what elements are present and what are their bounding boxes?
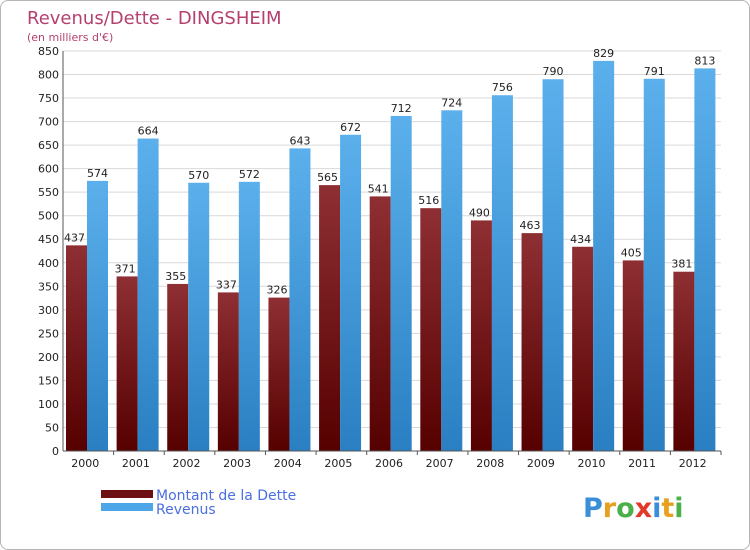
data-label: 643 xyxy=(289,134,310,147)
x-tick-label: 2010 xyxy=(577,457,605,470)
bar-revenus xyxy=(491,95,513,451)
bar-revenus xyxy=(593,60,615,451)
x-tick-label: 2006 xyxy=(375,457,403,470)
bar-revenus xyxy=(441,110,463,451)
x-tick-label: 2004 xyxy=(274,457,302,470)
data-label: 572 xyxy=(239,168,260,181)
y-tick-label: 300 xyxy=(38,304,59,317)
data-label: 355 xyxy=(165,270,186,283)
data-label: 541 xyxy=(368,182,389,195)
x-tick-label: 2008 xyxy=(476,457,504,470)
bar-debt xyxy=(369,196,391,451)
legend-label-revenus: Revenus xyxy=(156,502,216,518)
bar-revenus xyxy=(289,148,311,452)
bar-debt xyxy=(673,271,695,451)
data-label: 724 xyxy=(441,96,462,109)
y-tick-label: 200 xyxy=(38,351,59,364)
bar-debt xyxy=(66,245,87,451)
x-tick-label: 2005 xyxy=(324,457,352,470)
bar-debt xyxy=(319,185,341,451)
chart-subtitle: (en milliers d'€) xyxy=(27,31,113,44)
bars: 437 574 371 664 355 570 337 572 326 643 565 672 541 7… xyxy=(64,47,716,452)
data-label: 434 xyxy=(570,233,591,246)
data-label: 516 xyxy=(418,194,439,207)
data-label: 813 xyxy=(694,54,715,67)
data-label: 565 xyxy=(317,171,338,184)
data-label: 829 xyxy=(593,47,614,60)
y-tick-label: 700 xyxy=(38,116,59,129)
data-label: 791 xyxy=(644,65,665,78)
data-label: 405 xyxy=(621,246,642,259)
data-label: 574 xyxy=(87,167,108,180)
bar-revenus xyxy=(390,115,412,452)
bar-debt xyxy=(521,233,543,451)
y-tick-label: 850 xyxy=(38,45,59,58)
x-tick-label: 2011 xyxy=(628,457,656,470)
bar-revenus xyxy=(137,138,159,451)
y-tick-label: 400 xyxy=(38,257,59,270)
y-tick-label: 500 xyxy=(38,210,59,223)
data-label: 790 xyxy=(543,65,564,78)
x-tick-label: 2012 xyxy=(679,457,707,470)
data-label: 326 xyxy=(266,284,287,297)
bar-debt xyxy=(116,276,138,451)
bar-debt xyxy=(268,297,290,451)
bar-revenus xyxy=(694,68,716,451)
legend-swatch-debt xyxy=(101,490,153,498)
x-tick-label: 2007 xyxy=(426,457,454,470)
y-tick-label: 250 xyxy=(38,327,59,340)
chart-title: Revenus/Dette - DINGSHEIM xyxy=(27,8,282,29)
y-tick-label: 100 xyxy=(38,398,59,411)
data-label: 371 xyxy=(115,262,136,275)
data-label: 381 xyxy=(671,258,692,271)
x-tick-label: 2000 xyxy=(71,457,99,470)
y-tick-label: 800 xyxy=(38,69,59,82)
axes: 0 50 100 150 200 250 300 350 400 450 500 550 600 650 7… xyxy=(38,45,722,470)
y-tick-label: 600 xyxy=(38,163,59,176)
x-tick-label: 2002 xyxy=(173,457,201,470)
data-label: 490 xyxy=(469,206,490,219)
bar-debt xyxy=(420,208,442,451)
legend-swatch-revenus xyxy=(101,503,153,511)
bar-revenus xyxy=(87,180,108,451)
y-tick-label: 650 xyxy=(38,139,59,152)
bar-debt xyxy=(167,283,189,451)
data-label: 463 xyxy=(520,219,541,232)
x-tick-label: 2009 xyxy=(527,457,555,470)
data-label: 664 xyxy=(138,125,159,138)
data-label: 672 xyxy=(340,121,361,134)
y-tick-label: 350 xyxy=(38,280,59,293)
proxiti-logo: Proxiti xyxy=(583,493,684,524)
data-label: 337 xyxy=(216,278,237,291)
data-label: 570 xyxy=(188,169,209,182)
bar-debt xyxy=(622,260,644,451)
legend-label-debt: Montant de la Dette xyxy=(156,488,296,504)
bar-revenus xyxy=(340,134,362,451)
bar-revenus xyxy=(188,182,210,451)
bar-revenus xyxy=(542,79,564,451)
y-tick-label: 450 xyxy=(38,233,59,246)
bar-debt xyxy=(217,292,239,451)
legend: Montant de la Dette Revenus xyxy=(101,488,296,518)
bar-revenus xyxy=(643,78,665,451)
y-tick-label: 150 xyxy=(38,374,59,387)
y-tick-label: 0 xyxy=(52,445,59,458)
bar-debt xyxy=(572,246,594,451)
x-tick-label: 2001 xyxy=(122,457,150,470)
data-label: 756 xyxy=(492,81,513,94)
y-tick-label: 50 xyxy=(45,421,59,434)
data-label: 712 xyxy=(391,102,412,115)
y-tick-label: 750 xyxy=(38,92,59,105)
bar-revenus xyxy=(238,181,260,451)
y-tick-label: 550 xyxy=(38,186,59,199)
bar-debt xyxy=(470,220,492,451)
x-tick-label: 2003 xyxy=(223,457,251,470)
data-label: 437 xyxy=(64,231,85,244)
